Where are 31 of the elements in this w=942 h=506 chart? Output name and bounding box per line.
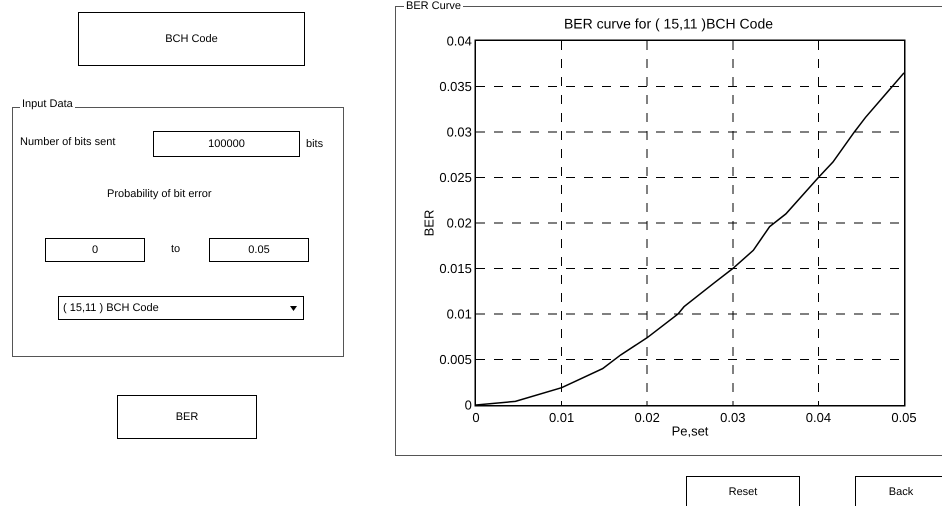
text: Input Data xyxy=(20,98,75,110)
button: BER xyxy=(117,395,257,439)
x-axis-title: Pe,set xyxy=(672,423,709,438)
x-tick-label: 0.04 xyxy=(806,410,832,426)
y-tick-label: 0 xyxy=(464,398,472,413)
x-tick-label: 0.02 xyxy=(634,410,660,426)
y-tick-label: 0.01 xyxy=(446,306,472,322)
text: to xyxy=(171,243,180,255)
y-tick-label: 0.015 xyxy=(439,261,472,276)
text: BER Curve xyxy=(404,0,464,12)
y-tick-label: 0.005 xyxy=(439,352,472,368)
y-tick-label: 0.025 xyxy=(439,170,472,186)
x-tick-label: 0.03 xyxy=(720,410,746,426)
dropdown: ( 15,11 ) BCH Code xyxy=(58,296,304,320)
text-field: 100000 xyxy=(153,131,300,157)
x-tick-label: 0.01 xyxy=(548,410,574,426)
y-tick-label: 0.03 xyxy=(446,124,472,140)
button: Reset xyxy=(686,476,800,506)
y-axis-title: BER xyxy=(422,210,437,236)
y-tick-label: 0.04 xyxy=(446,34,472,49)
button: Back xyxy=(855,476,942,506)
chart-title: BER curve for ( 15,11 )BCH Code xyxy=(564,15,774,32)
text: Probability of bit error xyxy=(107,188,212,200)
text-field: 0.05 xyxy=(209,238,309,262)
text: Number of bits sent xyxy=(20,136,116,148)
title-box: BCH Code xyxy=(78,12,305,66)
text-field: 0 xyxy=(45,238,145,262)
y-tick-label: 0.02 xyxy=(446,216,472,231)
x-tick-label: 0.05 xyxy=(891,410,917,426)
y-tick-label: 0.035 xyxy=(439,79,472,94)
text: bits xyxy=(306,138,324,150)
